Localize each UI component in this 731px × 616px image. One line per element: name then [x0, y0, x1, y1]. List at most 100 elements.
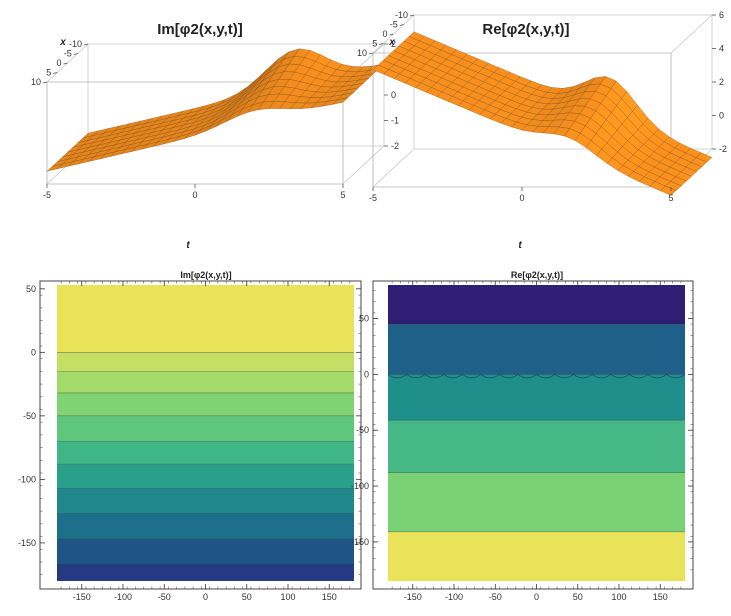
- contour-band: [57, 539, 354, 565]
- surface-mesh-im: [46, 48, 385, 172]
- x-tick-label: 0: [382, 29, 387, 39]
- contour-band: [57, 392, 354, 416]
- x-tick-label: 50: [573, 592, 583, 602]
- x-tick-mark: [368, 52, 374, 55]
- x-tick-label: -100: [445, 592, 463, 602]
- contour-scallop-line: [387, 373, 686, 379]
- contour-band: [388, 324, 685, 375]
- x-tick-label: 100: [280, 592, 295, 602]
- x-tick-label: -5: [390, 20, 398, 30]
- contour-scallop: [388, 374, 685, 383]
- x-tick-mark: [399, 24, 404, 26]
- surface-x-axis-label-re: x: [388, 37, 395, 48]
- y-tick-label: -50: [356, 425, 369, 435]
- contour-band: [57, 441, 354, 465]
- y-tick-label: 0: [364, 369, 369, 379]
- surface-x-axis-label-im: x: [59, 37, 66, 48]
- contour-plot-im: 50 0 -50 -100 -150 -150 -100 -50 0 50 100 150: [18, 280, 362, 602]
- x-tick-mark: [83, 43, 89, 46]
- x-tick-mark: [379, 43, 384, 45]
- contour-panel-im: Im[φ2(x,y,t)] 50 0 -50 -100 -150 -150 -100 -50 0…: [18, 270, 362, 602]
- surface-panel-im: Im[φ2(x,y,t)] -505-10-50510210-1-2 t x: [31, 21, 399, 251]
- contour-band: [388, 531, 685, 581]
- x-tick-label: -150: [404, 592, 422, 602]
- t-tick-label: 5: [340, 190, 345, 200]
- y-tick-label: -150: [18, 538, 36, 548]
- surface-t-axis-label-im: t: [186, 240, 190, 251]
- t-tick-label: -5: [43, 190, 51, 200]
- x-tick-mark: [53, 72, 58, 74]
- z-tick-label: -1: [391, 116, 399, 126]
- surface-mesh-re: [372, 31, 713, 196]
- surface-t-axis-label-re: t: [518, 240, 522, 251]
- x-tick-mark: [409, 14, 415, 17]
- contour-band: [388, 420, 685, 473]
- x-tick-label: -10: [69, 39, 82, 49]
- contour-band: [57, 513, 354, 540]
- x-tick-label: 50: [242, 592, 252, 602]
- x-tick-mark: [63, 62, 68, 65]
- z-tick-label: 2: [719, 77, 724, 87]
- surface-quad: [331, 97, 349, 105]
- contour-title-im: Im[φ2(x,y,t)]: [180, 270, 231, 280]
- x-tick-label: 150: [322, 592, 337, 602]
- t-tick-label: 0: [519, 193, 524, 203]
- z-tick-label: 0: [391, 90, 396, 100]
- surface-title-re: Re[φ2(x,y,t)]: [482, 21, 569, 38]
- z-tick-label: -2: [391, 141, 399, 151]
- contour-plot-re: 50 0 -50 -100 -150 -150 -100 -50 0 50 100 150: [351, 280, 694, 602]
- x-tick-label: 150: [653, 592, 668, 602]
- x-tick-label: -10: [395, 10, 408, 20]
- z-tick-label: -2: [719, 144, 727, 154]
- contour-band: [57, 564, 354, 581]
- contour-band: [57, 285, 354, 353]
- box-edge: [670, 14, 713, 54]
- z-tick-label: 6: [719, 10, 724, 20]
- x-tick-label: 100: [611, 592, 626, 602]
- x-tick-label: 0: [56, 58, 61, 68]
- x-tick-label: 0: [534, 592, 539, 602]
- contour-band: [57, 371, 354, 393]
- x-tick-label: -100: [114, 592, 132, 602]
- z-tick-label: 2: [391, 39, 396, 49]
- y-tick-label: 50: [26, 284, 36, 294]
- x-tick-label: 10: [31, 77, 41, 87]
- contour-band: [388, 285, 685, 325]
- surface-ticks-im: -505-10-50510210-1-2: [31, 39, 399, 200]
- x-tick-label: 10: [357, 48, 367, 58]
- x-tick-label: -5: [64, 49, 72, 59]
- x-tick-mark: [389, 33, 394, 36]
- box-edge: [372, 148, 415, 188]
- surface-title-im: Im[φ2(x,y,t)]: [157, 21, 242, 38]
- x-tick-label: 5: [46, 68, 51, 78]
- box-edge: [342, 145, 385, 185]
- y-tick-label: 50: [359, 314, 369, 324]
- z-tick-label: 4: [719, 44, 724, 54]
- y-tick-label: -150: [351, 537, 369, 547]
- z-tick-label: 0: [719, 111, 724, 121]
- t-tick-label: 0: [192, 190, 197, 200]
- t-tick-label: 5: [668, 193, 673, 203]
- surface-quad: [660, 185, 677, 196]
- y-tick-label: -100: [351, 481, 369, 491]
- x-tick-label: 5: [372, 39, 377, 49]
- x-tick-label: -50: [158, 592, 171, 602]
- y-tick-label: 0: [31, 347, 36, 357]
- x-tick-mark: [42, 81, 48, 84]
- t-tick-label: -5: [369, 193, 377, 203]
- contour-band: [57, 352, 354, 372]
- x-tick-label: 0: [203, 592, 208, 602]
- contour-band: [57, 488, 354, 514]
- contour-band: [57, 415, 354, 442]
- contour-title-re: Re[φ2(x,y,t)]: [511, 270, 563, 280]
- x-tick-label: -50: [489, 592, 502, 602]
- x-tick-label: -150: [73, 592, 91, 602]
- contour-panel-re: Re[φ2(x,y,t)] 50 0 -50 -100 -150 -150 -100 -50 0…: [351, 270, 694, 602]
- y-tick-label: -100: [18, 474, 36, 484]
- y-tick-label: -50: [23, 411, 36, 421]
- contour-band: [388, 472, 685, 532]
- x-tick-mark: [73, 53, 78, 55]
